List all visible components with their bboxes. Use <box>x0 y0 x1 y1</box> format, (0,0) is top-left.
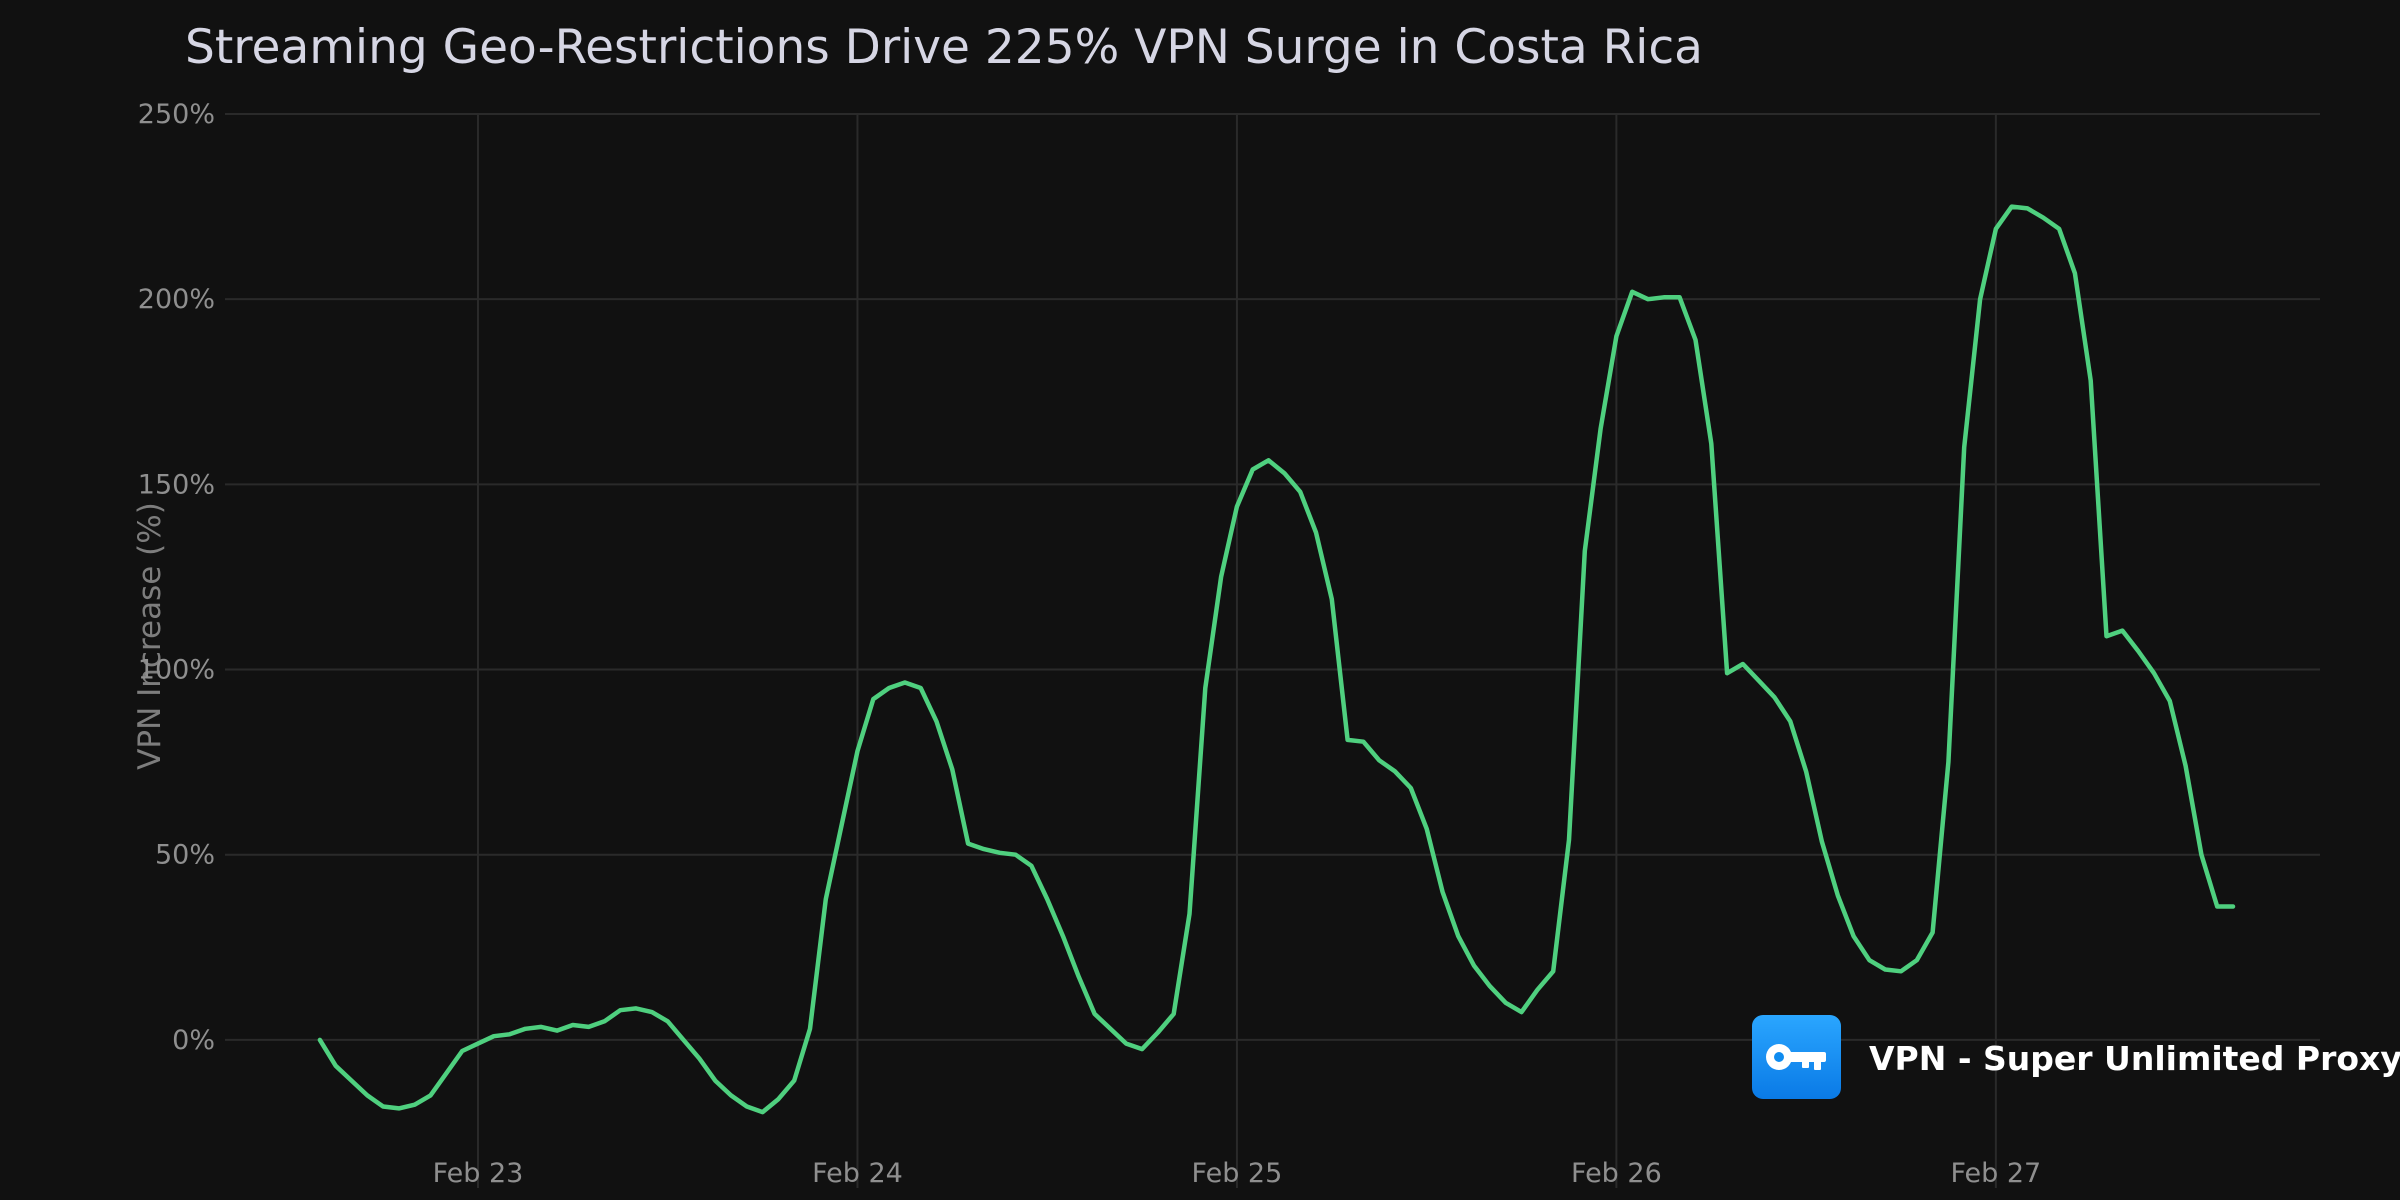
y-tick-label: 200% <box>138 284 215 315</box>
series-layer <box>317 204 2236 1115</box>
y-tick-label: 100% <box>138 655 215 686</box>
key-icon <box>1752 1015 1841 1099</box>
chart-title: Streaming Geo-Restrictions Drive 225% VP… <box>185 20 1703 75</box>
brand-name: VPN - Super Unlimited Proxy <box>1869 1039 2400 1078</box>
x-tick-label: Feb 25 <box>1192 1158 1283 1189</box>
x-tick-labels: Feb 23 Feb 24 Feb 25 Feb 26 Feb 27 <box>433 1158 2042 1189</box>
y-tick-label: 150% <box>138 469 215 500</box>
x-tick-label: Feb 24 <box>812 1158 903 1189</box>
x-tick-label: Feb 27 <box>1950 1158 2041 1189</box>
y-axis-label: VPN Increase (%) <box>132 502 168 770</box>
y-tick-label: 250% <box>138 99 215 130</box>
x-tick-label: Feb 23 <box>433 1158 524 1189</box>
y-tick-labels: 0% 50% 100% 150% 200% 250% <box>138 99 215 1056</box>
x-tick-label: Feb 26 <box>1571 1158 1662 1189</box>
y-grid <box>225 113 2320 1041</box>
brand-logo: VPN - Super Unlimited Proxy <box>1752 1015 2400 1099</box>
series-line <box>317 204 2236 1115</box>
y-tick-label: 0% <box>172 1025 215 1056</box>
y-tick-label: 50% <box>155 840 215 871</box>
x-grid <box>476 114 1997 1188</box>
